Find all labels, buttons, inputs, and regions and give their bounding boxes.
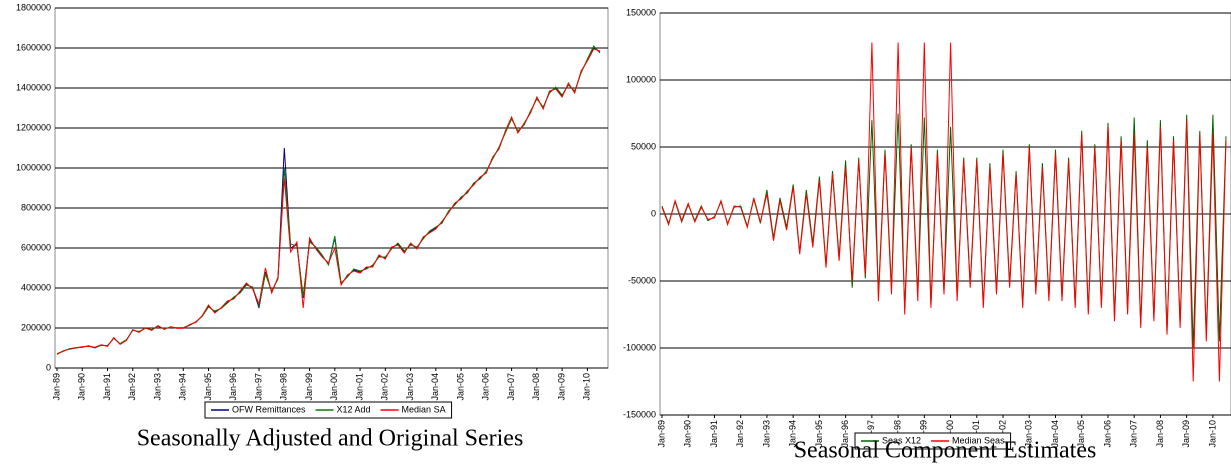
x-tick-label: Jan-89	[656, 420, 666, 448]
legend: Seas X12 Median Seas	[854, 432, 1012, 450]
y-tick-label: 0	[651, 208, 656, 218]
x-tick-label: Jan-06	[1102, 420, 1112, 448]
x-tick-label: Jan-98	[279, 373, 289, 401]
y-tick-label: 1000000	[16, 162, 51, 172]
y-tick-label: 400000	[21, 282, 51, 292]
x-tick-label: Jan-91	[709, 420, 719, 448]
x-tick-label: Jan-95	[203, 373, 213, 401]
x-tick-label: Jan-03	[1024, 420, 1034, 448]
legend-label: Seas X12	[882, 435, 921, 445]
x-tick-label: Jan-02	[380, 373, 390, 401]
y-tick-label: 800000	[21, 202, 51, 212]
x-tick-label: Jan-97	[253, 373, 263, 401]
y-tick-label: -100000	[623, 342, 656, 352]
y-tick-label: -50000	[628, 275, 656, 285]
y-tick-label: 200000	[21, 322, 51, 332]
y-tick-label: -150000	[623, 409, 656, 419]
x-tick-label: Jan-94	[178, 373, 188, 401]
x-tick-label: Jan-99	[304, 373, 314, 401]
x-tick-label: Jan-90	[683, 420, 693, 448]
x-tick-label: Jan-92	[127, 373, 137, 401]
x-tick-label: Jan-07	[506, 373, 516, 401]
x-tick-label: Jan-94	[788, 420, 798, 448]
series-line	[56, 48, 601, 355]
caption: Seasonal Component Estimates	[794, 438, 1097, 464]
x-tick-label: Jan-10	[582, 373, 592, 401]
x-tick-label: Jan-06	[481, 373, 491, 401]
y-tick-label: 150000	[626, 7, 656, 17]
y-tick-label: 1600000	[16, 42, 51, 52]
x-tick-label: Jan-95	[814, 420, 824, 448]
x-tick-label: Jan-96	[228, 373, 238, 401]
y-tick-label: 1400000	[16, 82, 51, 92]
legend: OFW Remittances X12 Add Median SA	[204, 401, 453, 419]
y-tick-label: 0	[46, 362, 51, 372]
x-tick-label: Jan-05	[455, 373, 465, 401]
x-tick-label: Jan-03	[405, 373, 415, 401]
x-tick-label: Jan-09	[556, 373, 566, 401]
x-tick-label: Jan-93	[761, 420, 771, 448]
legend-label: Median SA	[402, 404, 446, 414]
x-tick-label: Jan-92	[735, 420, 745, 448]
y-tick-label: 50000	[631, 141, 656, 151]
x-tick-label: Jan-05	[1076, 420, 1086, 448]
y-tick-label: 1800000	[16, 2, 51, 12]
x-tick-label: Jan-07	[1129, 420, 1139, 448]
x-tick-label: Jan-01	[354, 373, 364, 401]
y-tick-label: 600000	[21, 242, 51, 252]
plot-area	[54, 7, 609, 369]
x-tick-label: Jan-91	[102, 373, 112, 401]
x-tick-label: Jan-04	[1050, 420, 1060, 448]
x-tick-label: Jan-89	[51, 373, 61, 401]
series-line	[661, 42, 1227, 382]
x-tick-label: Jan-93	[152, 373, 162, 401]
x-tick-label: Jan-10	[1207, 420, 1217, 448]
y-tick-label: 1200000	[16, 122, 51, 132]
y-tick-label: 100000	[626, 74, 656, 84]
legend-label: OFW Remittances	[232, 404, 306, 414]
x-tick-label: Jan-96	[840, 420, 850, 448]
x-tick-label: Jan-90	[77, 373, 87, 401]
legend-label: Median Seas	[952, 435, 1005, 445]
x-tick-label: Jan-08	[531, 373, 541, 401]
x-tick-label: Jan-09	[1181, 420, 1191, 448]
legend-label: X12 Add	[337, 404, 371, 414]
x-tick-label: Jan-04	[430, 373, 440, 401]
caption: Seasonally Adjusted and Original Series	[137, 426, 524, 452]
x-tick-label: Jan-08	[1155, 420, 1165, 448]
x-tick-label: Jan-00	[329, 373, 339, 401]
